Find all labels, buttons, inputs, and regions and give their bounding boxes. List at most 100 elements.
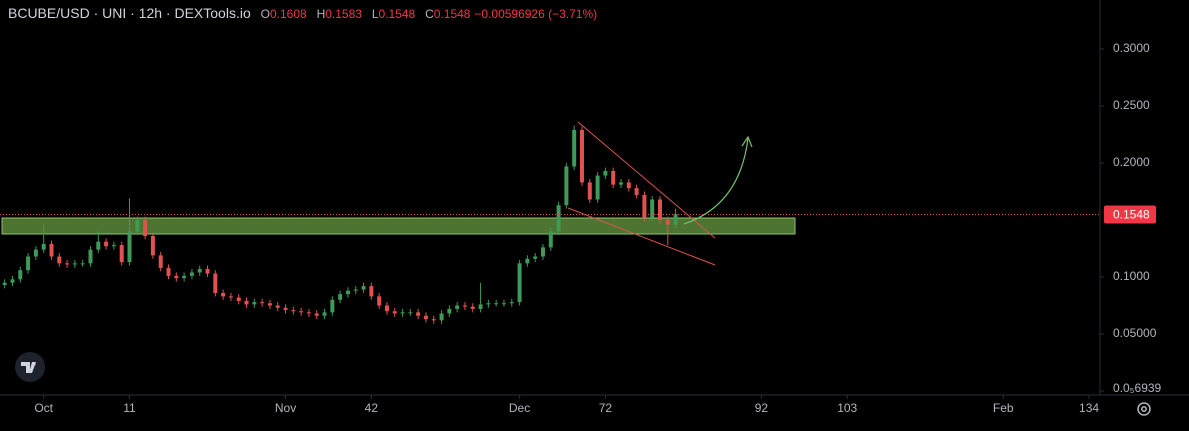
ohlc-value: 0.1608 <box>269 7 307 21</box>
candle-body <box>587 182 592 200</box>
candle-body <box>119 245 124 263</box>
candle-body <box>447 308 452 314</box>
candle-body <box>299 311 304 313</box>
candle-body <box>338 294 343 300</box>
candle-body <box>353 289 358 291</box>
candle-body <box>135 220 140 232</box>
projection-arrow <box>683 137 749 225</box>
candle-body <box>579 129 584 183</box>
candle-body <box>267 303 272 306</box>
candle-body <box>104 241 109 247</box>
candle-body <box>486 303 491 305</box>
candle-body <box>533 256 538 259</box>
candle-body <box>595 175 600 200</box>
candle-body <box>673 214 678 225</box>
x-tick-label: Dec <box>509 401 530 415</box>
candle-body <box>244 300 249 305</box>
candle-body <box>197 269 202 273</box>
y-tick-label: 0.1000 <box>1113 269 1150 283</box>
x-tick-label: 11 <box>123 401 136 415</box>
candle-body <box>377 296 382 306</box>
candle-body <box>478 304 483 309</box>
candle-body <box>384 305 389 312</box>
candle-body <box>174 275 179 279</box>
candle-body <box>455 305 460 309</box>
candle-body <box>345 290 350 295</box>
x-tick-label: Oct <box>34 401 53 415</box>
candle-body <box>509 302 514 304</box>
tv-logo <box>15 352 45 382</box>
y-tick-label: 0.05000 <box>1113 326 1157 340</box>
candle-body <box>111 245 116 247</box>
candle-body <box>314 313 319 316</box>
ohlc-value: 0.1548 <box>433 7 471 21</box>
candle-body <box>611 170 616 185</box>
y-tick-label: 0.2500 <box>1113 98 1150 112</box>
candle-body <box>556 205 561 232</box>
y-tick-label: 0.2000 <box>1113 155 1150 169</box>
arrow-head <box>741 135 753 148</box>
candle-body <box>205 269 210 274</box>
candle-body <box>236 297 241 301</box>
ohlc-value: 0.1583 <box>325 7 362 21</box>
candle-body <box>665 220 670 225</box>
last-price-label: 0.1548 <box>1113 208 1150 222</box>
candle-body <box>150 235 155 256</box>
candle-body <box>18 270 23 280</box>
candle-body <box>618 182 623 185</box>
candle-body <box>26 256 31 271</box>
ohlc-value: 0.1548 <box>378 7 416 21</box>
candle-body <box>72 263 77 265</box>
candle-body <box>275 305 280 308</box>
candle-body <box>283 307 288 311</box>
last-price-box <box>1104 205 1156 224</box>
candle-body <box>392 311 397 314</box>
candle-body <box>41 243 46 250</box>
candle-body <box>603 170 608 176</box>
ohlc-label: C <box>425 7 434 21</box>
candle-body <box>57 256 62 264</box>
y-tick-label: 0.3000 <box>1113 41 1150 55</box>
x-tick-label: 42 <box>365 401 379 415</box>
candle-body <box>416 312 421 316</box>
candle-body <box>564 166 569 206</box>
candle-body <box>252 302 257 305</box>
candle-body <box>423 315 428 320</box>
candle-body <box>158 255 163 268</box>
symbol-title: BCUBE/USD · UNI · 12h · DEXTools.io <box>8 5 251 21</box>
candle-body <box>548 231 553 248</box>
candle-body <box>182 275 187 279</box>
candle-body <box>143 220 148 236</box>
candle-body <box>88 249 93 264</box>
plot <box>2 125 678 324</box>
candle-body <box>228 296 233 298</box>
candle-body <box>462 305 467 307</box>
candle-body <box>626 182 631 189</box>
candle-body <box>408 312 413 314</box>
support-zone <box>1 217 796 235</box>
candle-body <box>49 243 54 257</box>
candle-body <box>189 272 194 276</box>
settings-icon[interactable] <box>1137 402 1151 416</box>
candle-body <box>33 249 38 257</box>
y-tick-label: 0.0₅6939 <box>1113 381 1162 395</box>
candle-body <box>525 258 530 264</box>
candle-body <box>470 306 475 309</box>
candle-body <box>80 263 85 265</box>
x-tick-label: 134 <box>1079 401 1099 415</box>
candle-body <box>260 302 265 304</box>
candle-body <box>96 241 101 250</box>
candle-body <box>369 286 374 297</box>
candle-body <box>65 263 70 265</box>
candle-body <box>330 299 335 313</box>
candle-body <box>306 312 311 314</box>
candle-body <box>572 129 577 167</box>
candle-body <box>517 263 522 303</box>
trendline <box>567 207 716 266</box>
candle-body <box>439 313 444 321</box>
candle-body <box>650 199 655 218</box>
x-tick-label: 103 <box>837 401 857 415</box>
x-tick-label: 92 <box>755 401 769 415</box>
ohlc-label: L <box>371 7 379 21</box>
